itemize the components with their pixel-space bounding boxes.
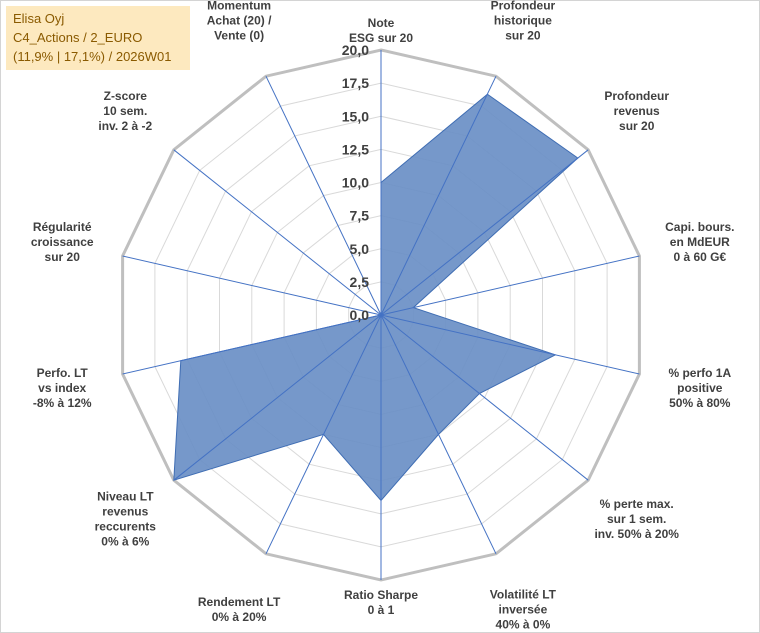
radar-tick-label: 12,5 [342,141,369,157]
radar-spoke [380,314,589,481]
radar-tick-label: 20,0 [342,42,369,58]
radar-tick-label: 2,5 [350,274,370,290]
radar-axis-label: Momentum Achat (20) / Vente (0) [207,0,272,42]
radar-axis-label: Rendement LT 0% à 20% [198,595,281,624]
radar-axis-label: Niveau LT revenus reccurents 0% à 6% [95,489,157,548]
radar-spoke [265,75,382,316]
radar-axis-label: Note ESG sur 20 [349,16,413,45]
radar-spoke [380,314,497,555]
radar-axis-label: Capi. bours. en MdEUR 0 à 60 G€ [665,220,734,264]
radar-spoke [122,255,382,316]
radar-spoke [173,314,382,481]
radar-axis-label: Ratio Sharpe 0 à 1 [344,588,418,617]
radar-spoke [380,75,497,316]
radar-series-area [173,93,579,502]
performance-period: (11,9% | 17,1%) / 2026W01 [13,49,172,64]
radar-tick-label: 15,0 [342,108,369,124]
radar-axis-label: % perte max. sur 1 sem. inv. 50% à 20% [594,497,679,541]
radar-tick-label: 5,0 [350,241,370,257]
radar-spoke [380,149,589,316]
radar-axis-label: Profondeur revenus sur 20 [604,89,669,133]
radar-tick-label: 0,0 [350,307,370,323]
radar-tick-label: 10,0 [342,175,369,191]
radar-axis-label: Régularité croissance sur 20 [31,220,94,264]
radar-spokes [122,50,640,580]
radar-series [173,93,579,502]
radar-spoke [380,314,640,375]
radar-tick-label: 7,5 [350,208,370,224]
radar-axis-label: Perfo. LT vs index -8% à 12% [33,366,92,410]
radar-axis-label: % perfo 1A positive 50% à 80% [668,366,731,410]
radar-axis-label: Profondeur historique sur 20 [491,0,556,42]
chart-title-box: Elisa Oyj C4_Actions / 2_EURO (11,9% | 1… [6,6,190,70]
radar-tick-labels: 0,0 2,5 5,0 7,5 10,0 12,5 15,0 17,5 20,0 [342,42,369,323]
radar-axis-label: Volatilité LT inversée 40% à 0% [490,588,557,632]
radar-spoke [265,314,382,555]
radar-spoke [380,255,640,316]
portfolio-category: C4_Actions / 2_EURO [13,30,143,45]
radar-tick-label: 17,5 [342,75,369,91]
radar-spoke [173,149,382,316]
radar-axis-labels: Note ESG sur 20 Profondeur historique sur 20… [31,0,735,632]
radar-axis-label: Z-score 10 sem. inv. 2 à -2 [98,89,152,133]
company-name: Elisa Oyj [13,11,65,26]
radar-spoke [122,314,382,375]
